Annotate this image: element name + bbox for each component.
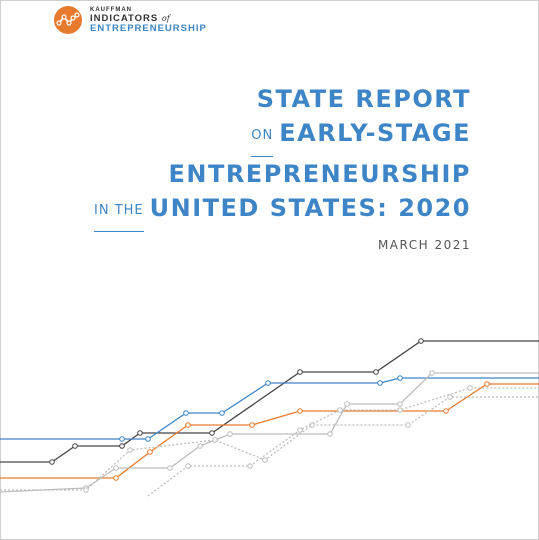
line-grey-2-node xyxy=(212,437,218,443)
logo-of-word: of xyxy=(161,13,170,23)
line-blue-node xyxy=(377,380,383,386)
title-early-stage: EARLY-STAGE xyxy=(279,119,471,147)
line-grey-1-node xyxy=(397,401,403,407)
line-blue xyxy=(0,377,539,440)
publication-date: MARCH 2021 xyxy=(377,238,471,252)
line-orange-node xyxy=(113,475,119,481)
report-title: STATE REPORT ON EARLY-STAGE ENTREPRENEURS… xyxy=(94,82,471,232)
line-blue-node xyxy=(219,410,225,416)
line-dark-node xyxy=(72,443,78,449)
line-dark-node xyxy=(119,443,125,449)
line-orange-node xyxy=(484,381,490,387)
line-grey-1-node xyxy=(113,465,119,471)
line-grey-1-node xyxy=(429,370,435,376)
line-dark-node xyxy=(137,430,143,436)
line-grey-3-node xyxy=(297,427,303,433)
title-line-3: ENTREPRENEURSHIP xyxy=(168,160,471,188)
title-line-2: ON EARLY-STAGE xyxy=(94,116,471,157)
logo-line-entrepreneurship: ENTREPRENEURSHIP xyxy=(90,23,207,34)
network-node-icon xyxy=(54,6,82,34)
line-grey-2 xyxy=(0,396,539,491)
line-grey-3 xyxy=(147,387,539,497)
line-blue-node xyxy=(119,436,125,442)
line-orange-node xyxy=(249,422,255,428)
logo-wordmark: KAUFFMAN INDICATORS of ENTREPRENEURSHIP xyxy=(90,7,207,34)
line-grey-1-node xyxy=(197,443,203,449)
line-orange xyxy=(0,383,539,479)
title-connector-on: ON xyxy=(251,119,274,157)
line-orange-node xyxy=(147,449,153,455)
line-grey-1 xyxy=(0,372,539,493)
line-grey-2-node xyxy=(262,457,268,463)
logo-indicators-word: INDICATORS xyxy=(90,12,159,24)
line-blue-node xyxy=(183,410,189,416)
line-grey-2-node xyxy=(405,422,411,428)
line-grey-3-node xyxy=(337,407,343,413)
line-blue-node xyxy=(397,375,403,381)
decorative-step-lines xyxy=(0,338,539,497)
logo-line-kauffman: KAUFFMAN xyxy=(90,6,132,13)
kauffman-logo: KAUFFMAN INDICATORS of ENTREPRENEURSHIP xyxy=(54,6,207,34)
line-dark-node xyxy=(209,430,215,436)
title-united-states: UNITED STATES: 2020 xyxy=(149,194,471,222)
line-grey-2-node xyxy=(127,447,133,453)
line-orange-node xyxy=(185,422,191,428)
line-grey-1-node xyxy=(327,431,333,437)
logo-line-indicators: INDICATORS of xyxy=(90,12,207,24)
line-dark-node xyxy=(373,369,379,375)
line-grey-3-node xyxy=(185,463,191,469)
line-orange-node xyxy=(443,408,449,414)
line-grey-3-node xyxy=(467,385,473,391)
line-grey-3-node xyxy=(247,463,253,469)
line-grey-3-node xyxy=(397,407,403,413)
line-blue-node xyxy=(265,380,271,386)
line-grey-1-node xyxy=(227,431,233,437)
line-blue-node xyxy=(145,436,151,442)
line-orange-node xyxy=(297,408,303,414)
line-dark xyxy=(0,340,539,463)
title-line-1: STATE REPORT xyxy=(256,85,471,113)
title-connector-in-the: IN THE xyxy=(94,194,144,232)
line-grey-2-node xyxy=(447,394,453,400)
line-dark-node xyxy=(297,369,303,375)
line-dark-node xyxy=(418,338,424,344)
line-dark-node xyxy=(49,459,55,465)
line-grey-1-node xyxy=(344,401,350,407)
line-grey-2-node xyxy=(83,487,89,493)
line-grey-1-node xyxy=(167,465,173,471)
title-line-4: IN THE UNITED STATES: 2020 xyxy=(94,191,471,232)
